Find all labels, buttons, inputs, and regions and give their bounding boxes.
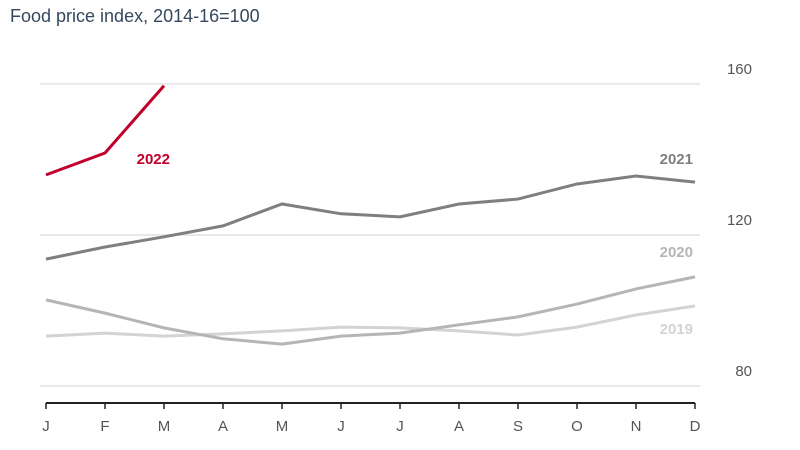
x-tick-label: M xyxy=(158,418,171,435)
x-tick-label: S xyxy=(513,418,523,435)
x-tick-label: N xyxy=(631,418,642,435)
chart-title: Food price index, 2014-16=100 xyxy=(10,6,260,26)
series-label: 2021 xyxy=(660,151,693,168)
series-label: 2019 xyxy=(660,321,693,338)
series-line xyxy=(45,304,696,338)
x-tick-label: J xyxy=(396,418,404,435)
series-line xyxy=(45,84,166,177)
x-tick-label: J xyxy=(42,418,50,435)
y-tick-label: 80 xyxy=(735,363,752,380)
y-tick-label: 120 xyxy=(727,212,752,229)
x-tick-label: A xyxy=(454,418,464,435)
x-tick-label: A xyxy=(218,418,228,435)
series-line xyxy=(45,174,696,261)
x-tick-label: O xyxy=(571,418,583,435)
y-tick-label: 160 xyxy=(727,61,752,78)
series-label: 2020 xyxy=(660,244,693,261)
series-line xyxy=(45,275,696,346)
x-tick-label: J xyxy=(337,418,345,435)
x-tick-label: F xyxy=(100,418,109,435)
x-tick-label: M xyxy=(276,418,289,435)
x-tick-label: D xyxy=(690,418,701,435)
series-label: 2022 xyxy=(137,151,170,168)
